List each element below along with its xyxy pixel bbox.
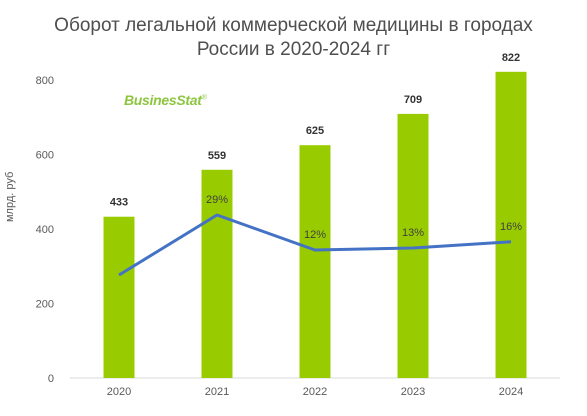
growth-label: 16% [500, 221, 522, 233]
x-tick-label: 2024 [499, 386, 523, 398]
bar [201, 169, 233, 378]
bar [299, 145, 331, 378]
y-tick-label: 0 [48, 373, 54, 385]
growth-line [118, 213, 512, 277]
logo-registered-mark: ® [201, 94, 207, 102]
y-tick-label: 800 [36, 75, 54, 87]
chart-title-line-2: России в 2020-2024 гг [196, 39, 391, 60]
y-tick-label: 200 [36, 299, 54, 311]
x-tick-label: 2020 [107, 386, 131, 398]
growth-label: 29% [206, 194, 228, 206]
logo-text: BusinesStat [124, 92, 202, 108]
y-tick-label: 400 [36, 224, 54, 236]
y-tick-label: 600 [36, 150, 54, 162]
growth-label: 13% [402, 227, 424, 239]
x-tick-label: 2023 [401, 386, 425, 398]
bar-value-label: 709 [404, 94, 422, 106]
bar [495, 71, 527, 379]
bar-value-label: 559 [208, 150, 226, 162]
bar-value-label: 625 [306, 125, 324, 137]
bar [103, 216, 135, 378]
chart-title: Оборот легальной коммерческой медицины в… [0, 14, 587, 62]
x-tick-label: 2021 [205, 386, 229, 398]
businesstat-logo: BusinesStat® [124, 92, 207, 108]
growth-label: 12% [304, 229, 326, 241]
x-tick-label: 2022 [303, 386, 327, 398]
chart-title-line-1: Оборот легальной коммерческой медицины в… [54, 15, 533, 36]
bar-value-label: 822 [502, 52, 520, 64]
bar-value-label: 433 [110, 197, 128, 209]
